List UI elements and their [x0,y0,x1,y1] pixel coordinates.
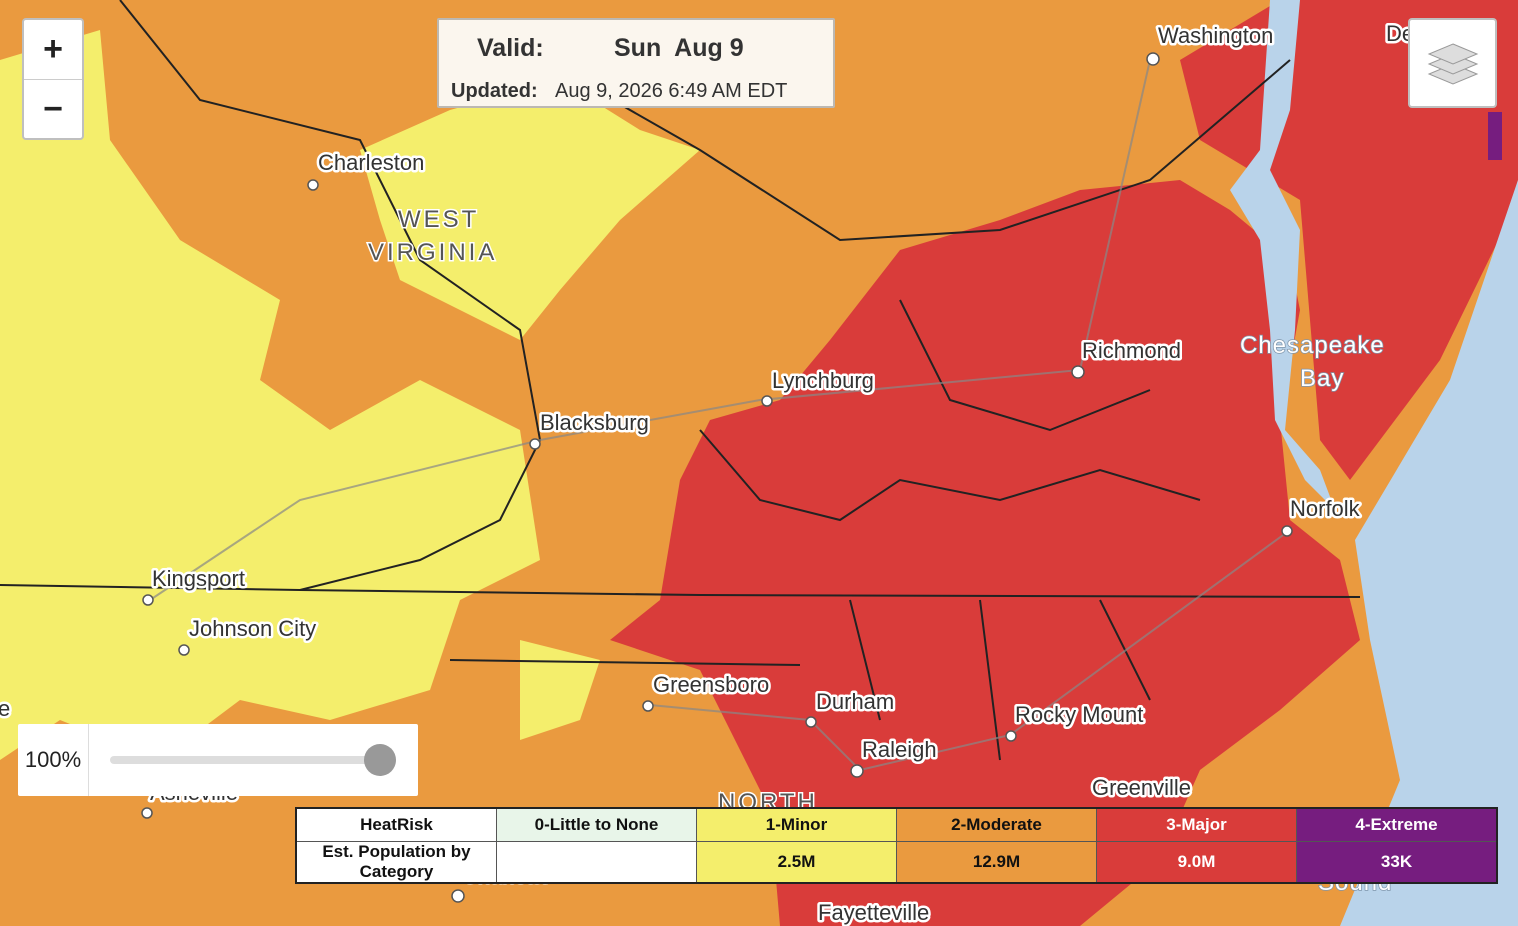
legend-category: 2-Moderate [896,807,1097,842]
map-label: Norfolk [1290,496,1361,521]
water [1230,0,1335,510]
map-label: Bay [1300,365,1344,392]
opacity-control: 100% [18,724,418,796]
legend-category: 0-Little to None [496,807,697,842]
valid-box: Valid: Sun Aug 9 Updated: Aug 9, 2026 6:… [437,18,835,108]
map-label: Greensboro [653,672,769,697]
water [1340,180,1518,926]
valid-label: Valid: [477,34,544,62]
map-label: Raleigh [862,737,937,762]
map-label: Kingsport [152,566,245,591]
layers-icon [1427,43,1478,85]
legend-header: HeatRisk [295,807,497,842]
map-label: Rocky Mount [1015,702,1143,727]
layers-button[interactable] [1408,18,1497,108]
extreme-area [1488,112,1502,160]
map-label: Richmond [1082,338,1181,363]
map-label: Charleston [318,150,424,175]
map-label: WEST [398,206,479,233]
map-label: e [0,696,10,721]
legend-category: 4-Extreme [1296,807,1498,842]
minor-area [360,80,700,340]
minor-area [0,30,540,760]
map-label: Washington [1158,23,1273,48]
map-label: Johnson City [189,616,316,641]
map-label: Blacksburg [540,410,649,435]
minor-area [520,640,600,740]
boundaries [0,0,1361,761]
zoom-out-button[interactable]: − [43,90,63,128]
valid-date: Sun Aug 9 [614,34,744,62]
map-label: Lynchburg [772,368,874,393]
legend-population: 2.5M [696,841,897,884]
legend-population: 9.0M [1096,841,1297,884]
legend-row: HeatRisk 0-Little to None 1-Minor 2-Moderat… [295,807,1498,842]
legend: HeatRisk 0-Little to None 1-Minor 2-Moderat… [295,807,1498,884]
map-label: Fayetteville [818,900,929,925]
legend-population: 33K [1296,841,1498,884]
map-label: Chesapeake [1240,332,1385,359]
updated-time: Aug 9, 2026 6:49 AM EDT [555,80,788,102]
map-label: Durham [816,689,894,714]
legend-population: 12.9M [896,841,1097,884]
legend-population [496,841,697,884]
map-label: Greenville [1092,775,1191,800]
updated-label: Updated: [451,80,538,102]
zoom-control: + − [22,18,84,140]
legend-header: Est. Population by Category [295,841,497,884]
major-area [610,180,1360,926]
zoom-in-button[interactable]: + [24,20,82,80]
city-dots [141,52,1293,903]
map-label: VIRGINIA [368,239,497,266]
opacity-track[interactable] [110,756,388,764]
opacity-knob[interactable] [364,744,396,776]
legend-category: 3-Major [1096,807,1297,842]
legend-row: Est. Population by Category 2.5M 12.9M 9.0M… [295,841,1498,884]
legend-category: 1-Minor [696,807,897,842]
opacity-value: 100% [18,724,89,796]
